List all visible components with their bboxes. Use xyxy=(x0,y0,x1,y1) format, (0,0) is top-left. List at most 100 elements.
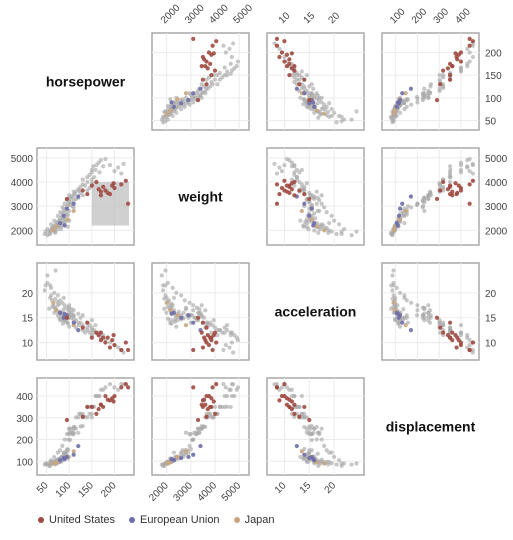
point-other-88 xyxy=(321,223,326,228)
point-other-64 xyxy=(227,46,232,51)
point-united-states-12 xyxy=(434,97,440,103)
point-japan-2 xyxy=(309,217,314,222)
point-united-states-12 xyxy=(434,196,440,202)
point-other-62 xyxy=(229,54,235,60)
point-united-states-11 xyxy=(191,385,196,390)
point-other-60 xyxy=(101,164,106,169)
tick-top-displacement-400: 400 xyxy=(453,6,473,26)
point-european-union-1 xyxy=(302,91,307,96)
point-united-states-17 xyxy=(284,52,290,57)
point-other-30 xyxy=(422,208,427,214)
point-other-27 xyxy=(65,448,70,453)
point-european-union-4 xyxy=(169,457,174,462)
point-european-union-4 xyxy=(62,223,67,228)
point-other-32 xyxy=(414,313,420,318)
point-japan-2 xyxy=(175,313,180,318)
point-other-84 xyxy=(314,189,319,194)
point-other-68 xyxy=(437,320,442,325)
point-other-72 xyxy=(171,295,177,300)
point-other-54 xyxy=(294,175,299,180)
tick-top-weight-5000: 5000 xyxy=(232,2,256,26)
point-united-states-0 xyxy=(447,73,453,78)
point-other-86 xyxy=(197,430,202,435)
point-japan-0 xyxy=(392,224,397,229)
point-united-states-12 xyxy=(64,315,70,320)
point-other-72 xyxy=(61,295,66,300)
point-united-states-6 xyxy=(453,181,458,186)
point-european-union-4 xyxy=(311,457,316,462)
point-european-union-5 xyxy=(76,194,81,199)
diagonal-label-displacement: displacement xyxy=(386,419,476,435)
point-other-81 xyxy=(191,100,196,105)
point-other-51 xyxy=(448,167,453,173)
point-european-union-1 xyxy=(400,320,405,325)
point-united-states-6 xyxy=(111,333,116,338)
point-other-83 xyxy=(426,95,431,100)
legend-swatch-european-union xyxy=(129,517,136,523)
point-other-88 xyxy=(169,301,174,306)
point-japan-0 xyxy=(168,308,173,313)
point-european-union-5 xyxy=(294,86,299,91)
tick-bottom-acceleration-15: 15 xyxy=(298,480,314,496)
tick-right-acceleration-15: 15 xyxy=(485,314,497,325)
point-other-97 xyxy=(301,223,306,228)
point-other-80 xyxy=(409,102,414,107)
point-united-states-2 xyxy=(98,189,104,194)
point-united-states-6 xyxy=(289,51,294,56)
legend-item-united-states[interactable]: United States xyxy=(38,514,115,526)
point-other-75 xyxy=(43,229,48,234)
tick-bottom-weight-5000: 5000 xyxy=(220,480,244,504)
point-other-90 xyxy=(326,462,331,467)
point-other-69 xyxy=(441,75,446,80)
point-other-84 xyxy=(314,424,319,430)
point-other-90 xyxy=(53,296,58,301)
point-other-70 xyxy=(187,91,192,96)
point-united-states-0 xyxy=(287,73,292,78)
point-other-95 xyxy=(168,97,173,102)
point-japan-0 xyxy=(54,308,59,313)
point-united-states-7 xyxy=(210,347,215,353)
point-japan-0 xyxy=(314,108,319,113)
point-other-0 xyxy=(334,120,339,125)
point-other-72 xyxy=(327,101,332,106)
point-other-67 xyxy=(437,73,442,78)
point-united-states-13 xyxy=(297,188,302,193)
point-united-states-14 xyxy=(85,404,90,410)
point-other-67 xyxy=(211,415,216,420)
point-other-73 xyxy=(354,229,359,234)
point-united-states-7 xyxy=(119,182,124,187)
legend-item-european-union[interactable]: European Union xyxy=(129,514,220,526)
point-other-71 xyxy=(422,315,427,320)
legend-item-japan[interactable]: Japan xyxy=(233,514,275,526)
point-united-states-9 xyxy=(292,179,297,185)
point-united-states-17 xyxy=(456,183,461,188)
point-other-54 xyxy=(92,175,97,180)
point-united-states-6 xyxy=(211,399,216,404)
point-other-80 xyxy=(60,205,65,210)
point-other-51 xyxy=(224,73,230,78)
point-other-96 xyxy=(174,324,179,329)
point-european-union-4 xyxy=(395,100,400,105)
point-other-78 xyxy=(55,293,60,298)
point-japan-3 xyxy=(403,91,408,96)
point-european-union-1 xyxy=(71,320,76,325)
point-united-states-17 xyxy=(209,52,214,57)
point-united-states-9 xyxy=(212,68,218,73)
point-other-61 xyxy=(467,337,472,343)
point-other-28 xyxy=(191,308,196,313)
point-other-84 xyxy=(203,308,208,313)
cell-frame xyxy=(36,262,135,361)
point-other-83 xyxy=(67,193,72,198)
point-european-union-4 xyxy=(62,457,67,462)
point-other-67 xyxy=(89,318,94,323)
point-other-82 xyxy=(64,432,70,437)
point-other-97 xyxy=(301,102,306,107)
tick-left-weight-4000: 4000 xyxy=(11,178,34,189)
point-united-states-10 xyxy=(282,178,287,183)
point-other-80 xyxy=(409,300,414,305)
tick-bottom-horsepower-100: 100 xyxy=(54,480,74,500)
point-other-97 xyxy=(169,321,174,326)
point-other-74 xyxy=(349,462,354,467)
point-united-states-10 xyxy=(282,39,287,44)
